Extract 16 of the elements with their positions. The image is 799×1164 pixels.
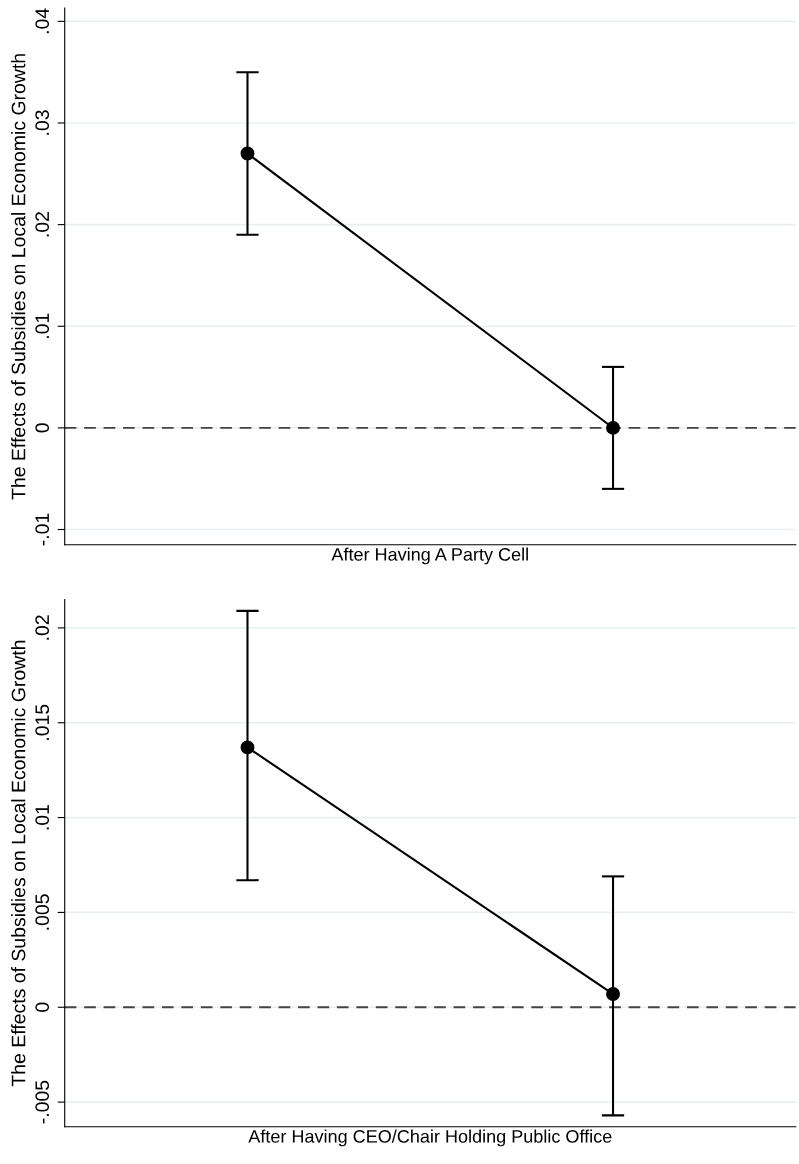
y-tick-label: -.005 — [35, 1080, 50, 1124]
y-tick-label: .03 — [35, 110, 50, 135]
y-tick-label: 0 — [35, 423, 50, 433]
y-axis-title: The Effects of Subsidies on Local Economic Growth — [11, 54, 26, 500]
y-tick-label: -.01 — [35, 513, 50, 546]
y-tick-label: .04 — [35, 8, 50, 34]
y-tick-label: .015 — [35, 704, 50, 740]
y-tick-label: .02 — [35, 615, 50, 640]
x-axis-title: After Having A Party Cell — [331, 547, 528, 565]
y-tick-label: .02 — [35, 212, 50, 237]
y-axis-title: The Effects of Subsidies on Local Economic Growth — [11, 640, 26, 1087]
y-tick-label: .005 — [35, 894, 50, 930]
y-tick-label: 0 — [35, 1002, 50, 1012]
x-axis-title: After Having CEO/Chair Holding Public Office — [248, 1129, 612, 1147]
y-tick-label: .01 — [35, 313, 50, 338]
y-tick-label: .01 — [35, 805, 50, 830]
